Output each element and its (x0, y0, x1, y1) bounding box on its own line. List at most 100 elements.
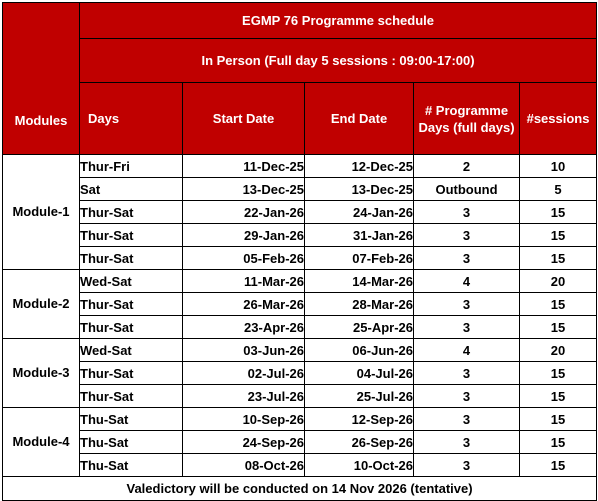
table-row: Thu-Sat 08-Oct-26 10-Oct-26 3 15 (3, 453, 598, 477)
days-cell: Thu-Sat (79, 407, 183, 431)
footer-row: Valedictory will be conducted on 14 Nov … (1, 476, 598, 501)
sessions-cell: 15 (518, 315, 598, 339)
sessions-cell: 15 (518, 292, 598, 316)
end-date-cell: 24-Jan-26 (304, 200, 414, 224)
programme-days-cell: 3 (413, 292, 520, 316)
end-date-cell: 13-Dec-25 (304, 177, 414, 201)
programme-days-cell: 3 (413, 200, 520, 224)
days-cell: Wed-Sat (79, 269, 183, 293)
sessions-cell: 20 (518, 338, 598, 362)
days-cell: Thu-Sat (79, 453, 183, 477)
sessions-cell: 15 (518, 384, 598, 408)
sessions-cell: 20 (518, 269, 598, 293)
days-cell: Wed-Sat (79, 338, 183, 362)
sessions-cell: 15 (518, 430, 598, 454)
days-cell: Thur-Sat (79, 361, 183, 385)
programme-days-cell: 3 (413, 430, 520, 454)
days-header: Days (79, 82, 183, 155)
start-date-cell: 11-Mar-26 (182, 269, 305, 293)
end-date-cell: 06-Jun-26 (304, 338, 414, 362)
start-date-cell: 24-Sep-26 (182, 430, 305, 454)
end-date-cell: 14-Mar-26 (304, 269, 414, 293)
sessions-header: #sessions (518, 82, 598, 155)
days-cell: Thur-Sat (79, 315, 183, 339)
programme-days-cell: 4 (413, 338, 520, 362)
end-date-cell: 25-Jul-26 (304, 384, 414, 408)
start-date-cell: 23-Apr-26 (182, 315, 305, 339)
start-date-cell: 05-Feb-26 (182, 246, 305, 270)
footer-note: Valedictory will be conducted on 14 Nov … (1, 476, 598, 501)
days-cell: Thur-Sat (79, 223, 183, 247)
start-date-cell: 22-Jan-26 (182, 200, 305, 224)
start-date-cell: 03-Jun-26 (182, 338, 305, 362)
table-row: Module-1 Thur-Fri 11-Dec-25 12-Dec-25 2 10 (2, 154, 598, 270)
start-date-cell: 10-Sep-26 (182, 407, 305, 431)
table-row: Module-4 Thu-Sat 10-Sep-26 12-Sep-26 3 15 (2, 407, 598, 477)
end-date-header: End Date (304, 82, 414, 155)
table-row: Thu-Sat 24-Sep-26 26-Sep-26 3 15 (3, 430, 598, 454)
subtitle: In Person (Full day 5 sessions : 09:00-1… (78, 38, 598, 83)
module-name: Module-2 (2, 269, 80, 339)
start-date-cell: 23-Jul-26 (182, 384, 305, 408)
end-date-cell: 28-Mar-26 (304, 292, 414, 316)
sessions-cell: 5 (518, 177, 598, 201)
table-row: Module-2 Wed-Sat 11-Mar-26 14-Mar-26 4 20 (2, 269, 598, 339)
programme-days-cell: 2 (413, 154, 520, 178)
days-cell: Sat (79, 177, 183, 201)
module-name: Module-3 (2, 338, 80, 408)
table-row: Module-3 Wed-Sat 03-Jun-26 06-Jun-26 4 20 (2, 338, 598, 408)
start-date-header: Start Date (182, 82, 305, 155)
sessions-cell: 15 (518, 453, 598, 477)
days-cell: Thur-Sat (79, 384, 183, 408)
programme-days-cell: 3 (413, 223, 520, 247)
programme-days-cell: Outbound (413, 177, 520, 201)
days-cell: Thur-Sat (79, 292, 183, 316)
programme-days-cell: 3 (413, 407, 520, 431)
programme-days-cell: 3 (413, 453, 520, 477)
sessions-cell: 15 (518, 246, 598, 270)
end-date-cell: 31-Jan-26 (304, 223, 414, 247)
module-name: Module-4 (2, 407, 80, 477)
programme-days-cell: 4 (413, 269, 520, 293)
days-cell: Thur-Sat (79, 246, 183, 270)
table-row: Thur-Sat 23-Jul-26 25-Jul-26 3 15 (3, 384, 598, 408)
start-date-cell: 13-Dec-25 (182, 177, 305, 201)
programme-days-header: # Programme Days (full days) (413, 82, 520, 155)
programme-days-cell: 3 (413, 246, 520, 270)
subtitle-row: In Person (Full day 5 sessions : 09:00-1… (3, 38, 598, 83)
sessions-cell: 15 (518, 361, 598, 385)
programme-days-cell: 3 (413, 384, 520, 408)
start-date-cell: 08-Oct-26 (182, 453, 305, 477)
end-date-cell: 07-Feb-26 (304, 246, 414, 270)
days-cell: Thu-Sat (79, 430, 183, 454)
end-date-cell: 04-Jul-26 (304, 361, 414, 385)
module-name: Module-1 (2, 154, 80, 270)
programme-days-cell: 3 (413, 315, 520, 339)
table-row: Thur-Sat 23-Apr-26 25-Apr-26 3 15 (3, 315, 598, 339)
modules-header: Modules (2, 2, 80, 155)
sessions-cell: 15 (518, 407, 598, 431)
days-cell: Thur-Sat (79, 200, 183, 224)
programme-days-cell: 3 (413, 361, 520, 385)
table-row: Sat 13-Dec-25 13-Dec-25 Outbound 5 (3, 177, 598, 201)
table-row: Thur-Sat 26-Mar-26 28-Mar-26 3 15 (3, 292, 598, 316)
start-date-cell: 02-Jul-26 (182, 361, 305, 385)
table-row: Thur-Sat 22-Jan-26 24-Jan-26 3 15 (3, 200, 598, 224)
page-title: EGMP 76 Programme schedule (78, 2, 598, 39)
column-header-row: Days Start Date End Date # Programme Day… (3, 82, 598, 155)
end-date-cell: 12-Dec-25 (304, 154, 414, 178)
start-date-cell: 26-Mar-26 (182, 292, 305, 316)
start-date-cell: 29-Jan-26 (182, 223, 305, 247)
end-date-cell: 12-Sep-26 (304, 407, 414, 431)
sessions-cell: 15 (518, 200, 598, 224)
end-date-cell: 25-Apr-26 (304, 315, 414, 339)
table-row: Thur-Sat 02-Jul-26 04-Jul-26 3 15 (3, 361, 598, 385)
title-row: Modules EGMP 76 Programme schedule (2, 2, 598, 155)
table-row: Thur-Sat 29-Jan-26 31-Jan-26 3 15 (3, 223, 598, 247)
sessions-cell: 10 (518, 154, 598, 178)
sessions-cell: 15 (518, 223, 598, 247)
end-date-cell: 10-Oct-26 (304, 453, 414, 477)
table-row: Thur-Sat 05-Feb-26 07-Feb-26 3 15 (3, 246, 598, 270)
days-cell: Thur-Fri (79, 154, 183, 178)
